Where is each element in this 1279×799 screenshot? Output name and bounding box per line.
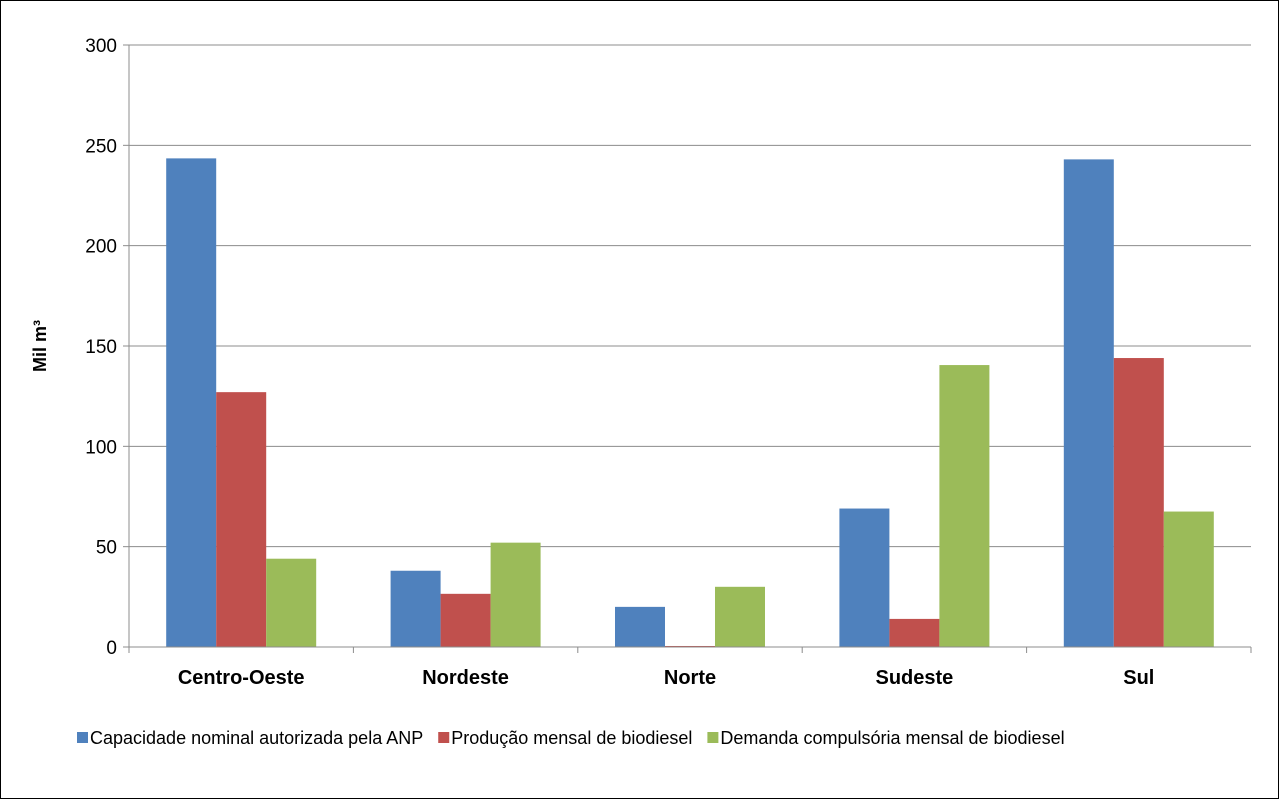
legend-label: Produção mensal de biodiesel — [451, 728, 692, 748]
bars — [166, 158, 1214, 648]
y-tick-label: 150 — [85, 337, 117, 358]
y-tick-label: 300 — [85, 36, 117, 57]
bar — [665, 645, 715, 647]
x-tick-label: Centro-Oeste — [178, 667, 305, 689]
bar — [939, 365, 990, 647]
bar — [216, 392, 267, 647]
bar — [1113, 358, 1164, 647]
bar — [1063, 159, 1114, 647]
legend-label: Capacidade nominal autorizada pela ANP — [90, 728, 423, 748]
y-tick-label: 100 — [85, 437, 117, 458]
bar — [390, 570, 441, 647]
bar — [1163, 511, 1214, 647]
y-tick-label: 250 — [85, 136, 117, 157]
x-tick-label: Sudeste — [875, 667, 953, 689]
bar — [440, 593, 491, 647]
legend: Capacidade nominal autorizada pela ANP Pr… — [77, 728, 1065, 748]
x-tick-label: Norte — [664, 667, 716, 689]
bar — [839, 508, 890, 647]
axes: 0 50 100 150 200 250 300 Centro-Oeste Nordeste No… — [85, 36, 1252, 689]
bar — [266, 558, 317, 647]
legend-swatch — [438, 732, 450, 743]
x-tick-label: Sul — [1123, 667, 1154, 689]
y-axis-title: Mil m³ — [30, 320, 50, 372]
y-tick-label: 200 — [85, 237, 117, 258]
legend-label: Demanda compulsória mensal de biodiesel — [720, 728, 1064, 748]
x-tick-label: Nordeste — [422, 667, 509, 689]
legend-swatch — [707, 732, 719, 743]
legend-swatch — [77, 732, 88, 743]
bar — [889, 618, 940, 647]
y-tick-label: 50 — [96, 538, 117, 559]
bar — [715, 586, 765, 647]
bar — [166, 158, 217, 648]
bar — [615, 606, 665, 647]
bar — [490, 542, 541, 647]
y-tick-label: 0 — [106, 638, 117, 659]
